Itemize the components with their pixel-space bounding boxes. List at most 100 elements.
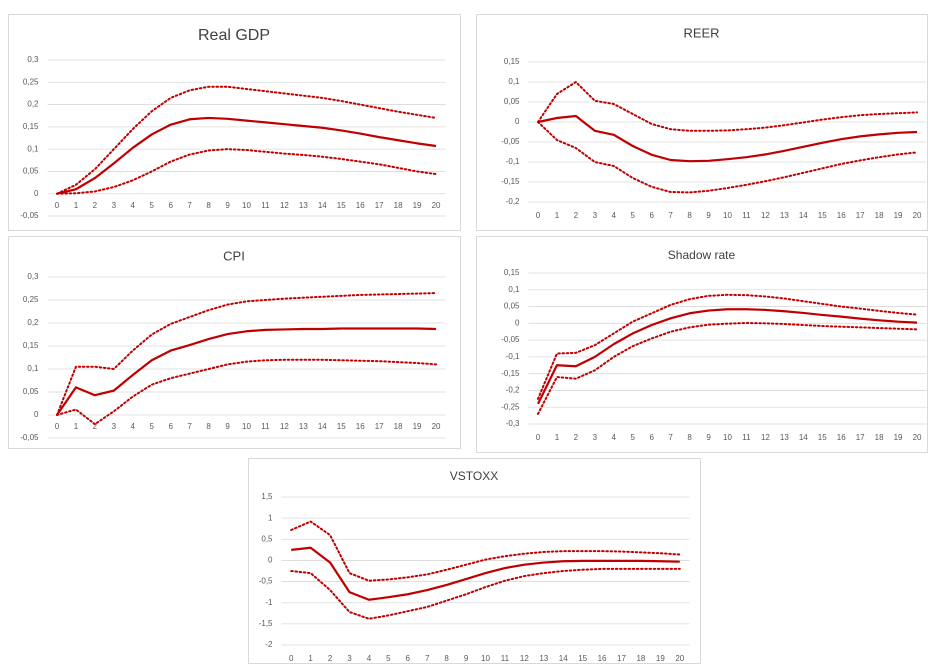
x-tick-label: 12 <box>761 211 770 220</box>
x-tick-label: 8 <box>687 433 692 442</box>
chart-title: Real GDP <box>198 27 270 44</box>
x-tick-label: 17 <box>856 433 865 442</box>
x-tick-label: 10 <box>723 433 732 442</box>
chart-panel: Shadow rate -0,3 -0,25 -0,2 -0,15 -0,1 -0,05 0 0… <box>476 236 928 453</box>
series-line <box>55 358 438 426</box>
x-tick-label: 15 <box>818 211 827 220</box>
x-tick-label: 15 <box>337 422 346 431</box>
x-tick-label: 18 <box>394 422 403 431</box>
y-tick-label: 0 <box>268 556 273 565</box>
x-tick-label: 12 <box>280 201 289 210</box>
chart-title: Shadow rate <box>668 248 736 262</box>
x-tick-label: 1 <box>555 211 560 220</box>
chart-title: REER <box>683 25 719 40</box>
x-tick-label: 0 <box>289 654 294 663</box>
y-tick-label: 0,5 <box>261 534 273 543</box>
y-tick-label: -2 <box>265 640 273 649</box>
x-tick-label: 20 <box>913 433 922 442</box>
x-tick-label: 20 <box>432 201 441 210</box>
x-tick-label: 7 <box>668 211 673 220</box>
y-tick-label: 0,15 <box>23 122 39 131</box>
series-line <box>536 293 919 400</box>
x-tick-label: 7 <box>187 422 192 431</box>
x-tick-label: 9 <box>464 654 469 663</box>
x-tick-label: 5 <box>386 654 391 663</box>
x-tick-label: 2 <box>93 422 98 431</box>
panel-border <box>8 14 461 231</box>
y-tick-label: -0,05 <box>20 433 39 442</box>
x-tick-label: 14 <box>318 422 327 431</box>
y-tick-label: -0,1 <box>506 352 520 361</box>
chart-title: VSTOXX <box>450 469 498 483</box>
y-tick-label: -0,3 <box>506 419 520 428</box>
x-tick-label: 1 <box>74 201 79 210</box>
x-tick-label: 4 <box>612 433 617 442</box>
y-tick-label: 0,05 <box>23 167 39 176</box>
x-tick-label: 19 <box>413 422 422 431</box>
x-tick-label: 20 <box>913 211 922 220</box>
y-tick-label: 0,05 <box>504 302 520 311</box>
x-tick-label: 17 <box>856 211 865 220</box>
x-tick-label: 17 <box>375 201 384 210</box>
series-line <box>290 520 681 582</box>
y-tick-label: -0,15 <box>501 369 520 378</box>
y-tick-label: 0,05 <box>504 97 520 106</box>
x-tick-label: 6 <box>168 201 173 210</box>
x-tick-label: 11 <box>501 654 510 663</box>
x-tick-label: 0 <box>55 201 60 210</box>
x-tick-label: 3 <box>112 422 117 431</box>
y-tick-label: 0,1 <box>27 144 39 153</box>
series-line <box>291 546 680 601</box>
panel-border <box>476 236 928 453</box>
x-tick-label: 14 <box>559 654 568 663</box>
x-tick-label: 10 <box>723 211 732 220</box>
x-tick-label: 19 <box>894 211 903 220</box>
x-tick-label: 10 <box>242 422 251 431</box>
x-tick-label: 1 <box>74 422 79 431</box>
y-tick-label: 0,15 <box>23 341 39 350</box>
y-tick-label: 0,3 <box>27 55 39 64</box>
x-tick-label: 16 <box>356 422 365 431</box>
x-tick-label: 8 <box>206 201 211 210</box>
x-tick-label: 1 <box>308 654 313 663</box>
y-tick-label: -1 <box>265 598 273 607</box>
y-tick-label: 0,05 <box>23 387 39 396</box>
y-tick-label: 1 <box>268 513 273 522</box>
x-tick-label: 9 <box>225 422 230 431</box>
x-tick-label: 14 <box>318 201 327 210</box>
x-tick-label: 15 <box>337 201 346 210</box>
x-tick-label: 0 <box>536 433 541 442</box>
x-tick-label: 11 <box>261 201 270 210</box>
series-line <box>56 327 437 416</box>
y-tick-label: 0 <box>515 318 520 327</box>
x-tick-label: 12 <box>761 433 770 442</box>
x-tick-label: 18 <box>394 201 403 210</box>
x-tick-label: 14 <box>799 433 808 442</box>
y-tick-label: 0 <box>34 410 39 419</box>
x-tick-label: 5 <box>150 422 155 431</box>
y-tick-label: -0,25 <box>501 402 520 411</box>
series-line <box>55 292 438 416</box>
x-tick-label: 15 <box>578 654 587 663</box>
x-tick-label: 10 <box>481 654 490 663</box>
x-tick-label: 1 <box>555 433 560 442</box>
y-tick-label: 1,5 <box>261 492 273 501</box>
x-tick-label: 16 <box>837 211 846 220</box>
y-tick-label: -0,2 <box>506 386 520 395</box>
series-line <box>55 85 438 195</box>
x-tick-label: 4 <box>612 211 617 220</box>
x-tick-label: 4 <box>131 201 136 210</box>
x-tick-label: 7 <box>668 433 673 442</box>
chart-title: CPI <box>223 248 245 263</box>
x-tick-label: 0 <box>55 422 60 431</box>
x-tick-label: 19 <box>413 201 422 210</box>
x-tick-label: 19 <box>894 433 903 442</box>
x-tick-label: 8 <box>206 422 211 431</box>
x-tick-label: 13 <box>780 433 789 442</box>
x-tick-label: 9 <box>225 201 230 210</box>
y-tick-label: 0 <box>515 117 520 126</box>
